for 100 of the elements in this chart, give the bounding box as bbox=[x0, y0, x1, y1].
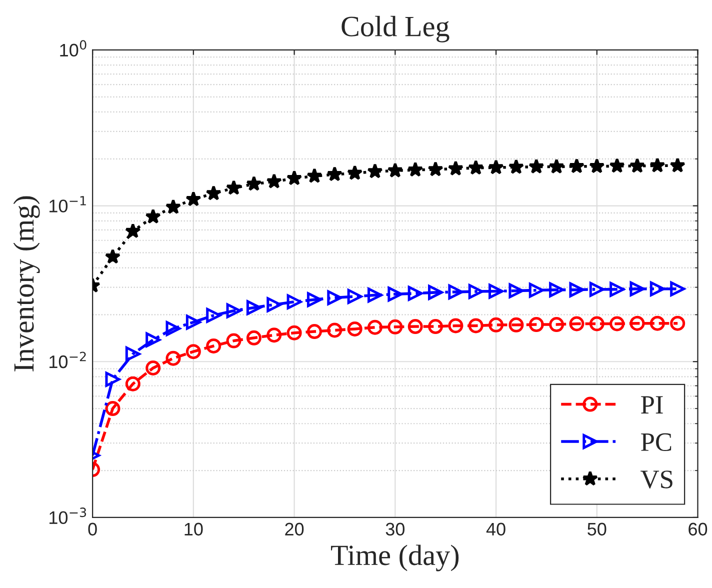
legend-label: PI bbox=[641, 396, 663, 414]
point bbox=[448, 284, 464, 300]
legend-label: PC bbox=[641, 433, 672, 452]
point bbox=[165, 198, 182, 214]
point bbox=[609, 158, 625, 173]
point bbox=[589, 316, 604, 332]
point bbox=[186, 314, 201, 330]
point bbox=[488, 284, 504, 299]
point bbox=[610, 282, 625, 297]
point bbox=[548, 158, 564, 174]
point bbox=[428, 161, 444, 176]
point bbox=[650, 316, 665, 331]
y-tick-label: 10$^{−3}$ bbox=[50, 508, 86, 524]
x-tick-label: 10 bbox=[184, 522, 203, 536]
x-tick-label: 20 bbox=[285, 522, 304, 536]
x-axis-title: Time (day) bbox=[331, 544, 459, 572]
point bbox=[266, 173, 282, 188]
point bbox=[589, 282, 604, 297]
point bbox=[367, 320, 382, 335]
point bbox=[508, 283, 524, 298]
point bbox=[388, 319, 403, 334]
point bbox=[549, 282, 564, 298]
point bbox=[428, 284, 444, 300]
point bbox=[166, 350, 181, 366]
point bbox=[326, 166, 342, 182]
point bbox=[306, 324, 322, 340]
point bbox=[226, 180, 242, 195]
point bbox=[428, 319, 444, 334]
point bbox=[186, 191, 202, 206]
point bbox=[105, 372, 120, 387]
point bbox=[569, 316, 584, 332]
point bbox=[569, 282, 584, 298]
point bbox=[408, 319, 423, 334]
point bbox=[488, 317, 504, 332]
x-tick-label: 30 bbox=[386, 522, 404, 536]
point bbox=[306, 292, 322, 308]
point bbox=[629, 158, 646, 173]
point bbox=[650, 281, 665, 296]
x-tick-label: 50 bbox=[588, 522, 606, 536]
point bbox=[468, 160, 484, 175]
point bbox=[670, 316, 686, 331]
point bbox=[528, 317, 544, 332]
legend-label: VS bbox=[640, 470, 672, 488]
point bbox=[408, 286, 423, 301]
point bbox=[387, 162, 404, 178]
point bbox=[145, 208, 161, 224]
point bbox=[266, 328, 282, 343]
point bbox=[508, 158, 524, 174]
point bbox=[630, 281, 645, 296]
y-axis-title: Inventory (mg) bbox=[13, 196, 40, 372]
point bbox=[367, 288, 382, 303]
point bbox=[286, 325, 302, 340]
point bbox=[670, 157, 686, 173]
point bbox=[286, 294, 302, 310]
y-tick-label: 10$^{−2}$ bbox=[50, 352, 86, 368]
point bbox=[488, 159, 504, 174]
x-tick-label: 60 bbox=[688, 522, 708, 536]
point bbox=[206, 338, 222, 354]
point bbox=[589, 158, 605, 174]
point bbox=[226, 333, 242, 348]
chart-title: Cold Leg bbox=[342, 16, 450, 42]
point bbox=[508, 317, 524, 332]
point bbox=[125, 223, 141, 238]
y-tick-label: 10$^{−1}$ bbox=[50, 196, 86, 212]
point bbox=[346, 164, 363, 180]
point bbox=[286, 170, 302, 186]
point bbox=[166, 321, 181, 336]
point bbox=[146, 332, 161, 348]
point bbox=[206, 185, 222, 200]
point bbox=[347, 321, 362, 336]
point bbox=[468, 284, 484, 299]
point bbox=[448, 160, 464, 176]
point bbox=[246, 176, 262, 191]
point bbox=[388, 286, 403, 302]
point bbox=[630, 316, 645, 331]
point bbox=[528, 158, 544, 174]
point bbox=[266, 297, 282, 312]
point bbox=[146, 360, 161, 376]
point bbox=[468, 318, 484, 334]
point bbox=[610, 316, 625, 332]
point bbox=[407, 162, 424, 177]
point bbox=[528, 282, 544, 298]
y-tick-label: 10$^{0}$ bbox=[60, 40, 86, 57]
point bbox=[105, 401, 120, 416]
x-tick-label: 40 bbox=[486, 522, 506, 536]
point bbox=[367, 163, 383, 178]
point bbox=[306, 168, 322, 184]
point bbox=[448, 318, 464, 334]
point bbox=[327, 322, 342, 338]
point bbox=[670, 281, 686, 296]
point bbox=[568, 158, 585, 174]
x-tick-label: 0 bbox=[88, 522, 97, 536]
point bbox=[226, 303, 242, 318]
point bbox=[650, 157, 666, 173]
point bbox=[104, 248, 121, 264]
point bbox=[246, 330, 262, 346]
point bbox=[186, 344, 201, 360]
point bbox=[347, 288, 362, 304]
point bbox=[206, 308, 222, 323]
point bbox=[125, 376, 140, 392]
